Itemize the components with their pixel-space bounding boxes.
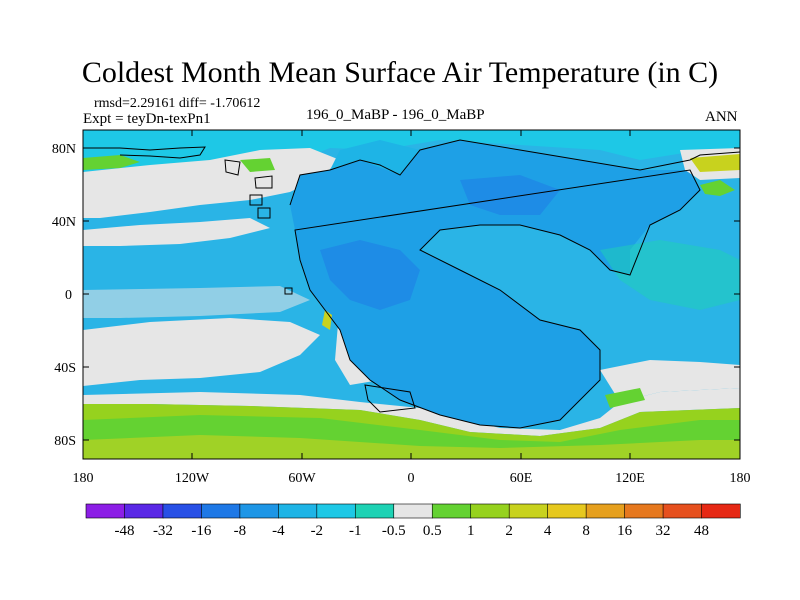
south-green-spot	[605, 388, 645, 408]
subtropical-pacific-neutral-band	[83, 218, 270, 246]
colorbar-label: -8	[234, 523, 247, 539]
map-field	[83, 130, 740, 459]
colorbar-label: -16	[191, 523, 211, 539]
lat-tick-label: 80S	[54, 434, 76, 449]
colorbar-swatch	[547, 503, 587, 519]
colorbar-swatch	[239, 503, 279, 519]
diff-label: diff=	[178, 96, 207, 111]
diff-value: -1.70612	[210, 96, 261, 111]
colorbar	[85, 503, 741, 519]
colorbar-label: 4	[544, 523, 552, 539]
interior-cold-patch	[320, 240, 420, 310]
latitude-ticks	[83, 147, 740, 441]
lon-tick-label: 60E	[510, 471, 533, 486]
colorbar-label: -48	[114, 523, 134, 539]
north-green-spot	[240, 158, 275, 172]
colorbar-label: -32	[153, 523, 173, 539]
south-pacific-neutral-band	[83, 318, 320, 386]
colorbar-swatch	[316, 503, 356, 519]
colorbar-swatch	[201, 503, 241, 519]
colorbar-label: 1	[467, 523, 475, 539]
colorbar-swatch	[278, 503, 318, 519]
north-west-green-patch	[83, 155, 140, 170]
colorbar-swatch	[162, 503, 203, 519]
colorbar-swatch	[508, 503, 549, 519]
north-east-yellow-patch	[690, 154, 740, 172]
lon-tick-label: 120W	[175, 471, 210, 486]
lon-tick-label: 180	[73, 471, 94, 486]
lon-tick-label: 180	[730, 471, 751, 486]
north-pacific-neutral-band	[83, 148, 340, 218]
colorbar-label: -1	[349, 523, 362, 539]
experiment-label: Expt = teyDn-texPn1	[83, 111, 211, 127]
colorbar-label: 16	[617, 523, 633, 539]
colorbar-label: -2	[311, 523, 324, 539]
colorbar-swatch	[470, 503, 510, 519]
north-east-green-patch	[700, 180, 735, 196]
colorbar-swatch	[624, 503, 664, 519]
island-outlines	[224, 159, 416, 413]
colorbar-swatch	[701, 503, 741, 519]
equatorial-yellow-spot	[322, 310, 332, 330]
colorbar-label: 32	[656, 523, 671, 539]
colorbar-label: -0.5	[382, 523, 406, 539]
center-label: 196_0_MaBP - 196_0_MaBP	[306, 107, 485, 123]
lon-tick-label: 0	[408, 471, 415, 486]
colorbar-swatch	[124, 503, 164, 519]
colorbar-swatch	[431, 503, 472, 519]
colorbar-label: 2	[505, 523, 513, 539]
lat-tick-label: 80N	[52, 142, 76, 157]
longitude-ticks	[82, 130, 741, 459]
south-polar-yellow-band	[83, 435, 740, 459]
lat-tick-label: 40N	[52, 215, 76, 230]
arctic-coastline-outline	[83, 146, 206, 159]
southern-ocean-neutral-band	[83, 388, 740, 436]
northern-interior-cold-patch	[460, 175, 560, 215]
lat-tick-label: 0	[65, 288, 72, 303]
plot-title: Coldest Month Mean Surface Air Temperatu…	[81, 56, 719, 89]
colorbar-label: 48	[694, 523, 709, 539]
rmsd-label: rmsd=	[94, 96, 130, 111]
colorbar-label: 8	[582, 523, 590, 539]
colorbar-label: 0.5	[423, 523, 442, 539]
colorbar-swatch	[85, 503, 126, 519]
stats-line: rmsd=2.29161 diff= -1.70612	[94, 96, 260, 112]
lon-tick-label: 120E	[615, 471, 645, 486]
colorbar-swatch	[662, 503, 703, 519]
colorbar-swatch	[393, 503, 433, 519]
pangaea-landmass	[290, 140, 700, 428]
season-label: ANN	[705, 109, 738, 125]
coastline-outline	[289, 139, 740, 429]
colorbar-swatch	[585, 503, 626, 519]
lat-tick-label: 40S	[54, 361, 76, 376]
colorbar-swatch	[354, 503, 395, 519]
tethys-east-patch	[600, 240, 740, 310]
rmsd-value: 2.29161	[129, 96, 176, 111]
colorbar-labels: -48 -32 -16 -8 -4 -2 -1 -0.5 0.5 1 2 4 8 16 32 48	[114, 523, 709, 539]
tropical-pacific-band	[83, 286, 310, 318]
colorbar-label: -4	[272, 523, 285, 539]
lon-tick-label: 60W	[288, 471, 316, 486]
